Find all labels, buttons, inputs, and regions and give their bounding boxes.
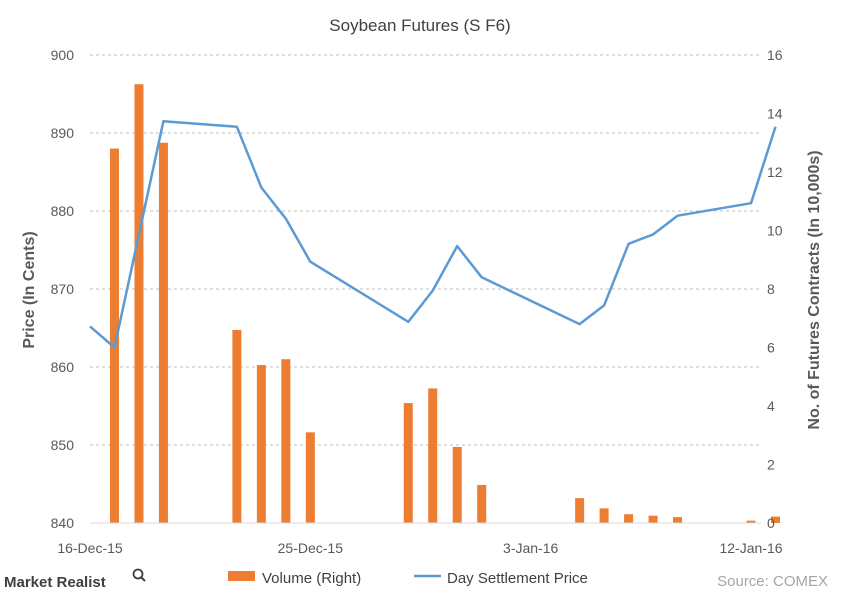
legend-price-label: Day Settlement Price	[447, 570, 588, 587]
volume-bar	[232, 329, 242, 523]
volume-bar	[305, 432, 315, 523]
volume-bar	[428, 388, 438, 523]
brand-text: Market Realist	[4, 574, 106, 591]
chart-title: Soybean Futures (S F6)	[329, 16, 510, 35]
right-tick-label: 12	[767, 164, 783, 180]
volume-bar	[158, 142, 168, 523]
right-tick-label: 16	[767, 47, 783, 63]
x-tick-label: 12-Jan-16	[719, 540, 782, 556]
brand-logo: Market Realist	[4, 568, 146, 591]
x-tick-label: 3-Jan-16	[503, 540, 558, 556]
left-tick-label: 890	[51, 125, 75, 141]
volume-bar	[673, 517, 683, 523]
left-tick-label: 880	[51, 203, 75, 219]
volume-bar	[281, 359, 291, 523]
volume-bar	[134, 84, 144, 523]
gridlines	[90, 54, 761, 446]
left-axis-label: Price (In Cents)	[21, 231, 38, 348]
left-tick-label: 850	[51, 437, 75, 453]
volume-bars	[109, 84, 780, 523]
volume-bar	[403, 403, 413, 523]
right-tick-label: 2	[767, 457, 775, 473]
legend-volume-label: Volume (Right)	[262, 570, 361, 587]
volume-bar	[109, 148, 119, 523]
volume-bar	[648, 515, 658, 523]
right-tick-label: 8	[767, 281, 775, 297]
price-line	[89, 120, 777, 349]
legend-volume-swatch	[228, 571, 255, 581]
volume-bar	[256, 365, 266, 523]
volume-bar	[746, 520, 756, 523]
volume-bar	[452, 446, 462, 523]
price-series-line	[89, 120, 777, 349]
left-tick-label: 840	[51, 515, 75, 531]
right-axis-label: No. of Futures Contracts (In 10,000s)	[806, 150, 823, 429]
volume-bar	[599, 508, 609, 523]
left-tick-label: 870	[51, 281, 75, 297]
volume-bar	[770, 516, 780, 523]
right-tick-label: 6	[767, 340, 775, 356]
x-tick-label: 16-Dec-15	[57, 540, 123, 556]
volume-bar	[477, 484, 487, 523]
legend: Volume (Right) Day Settlement Price	[228, 570, 588, 587]
right-tick-label: 4	[767, 398, 775, 414]
volume-bar	[624, 514, 634, 523]
right-tick-label: 0	[767, 515, 775, 531]
volume-bar	[575, 498, 585, 523]
left-axis-ticks: 840 850 860 870 880 890 900	[51, 47, 75, 531]
left-tick-label: 860	[51, 359, 75, 375]
source-label: Source: COMEX	[717, 573, 828, 590]
right-tick-label: 10	[767, 223, 783, 239]
x-axis-ticks: 16-Dec-15 25-Dec-15 3-Jan-16 12-Jan-16	[57, 540, 782, 556]
left-tick-label: 900	[51, 47, 75, 63]
magnifier-icon	[132, 568, 144, 580]
right-tick-label: 14	[767, 106, 783, 122]
x-tick-label: 25-Dec-15	[278, 540, 344, 556]
right-axis-ticks: 0 2 4 6 8 10 12 14 16	[767, 47, 783, 531]
